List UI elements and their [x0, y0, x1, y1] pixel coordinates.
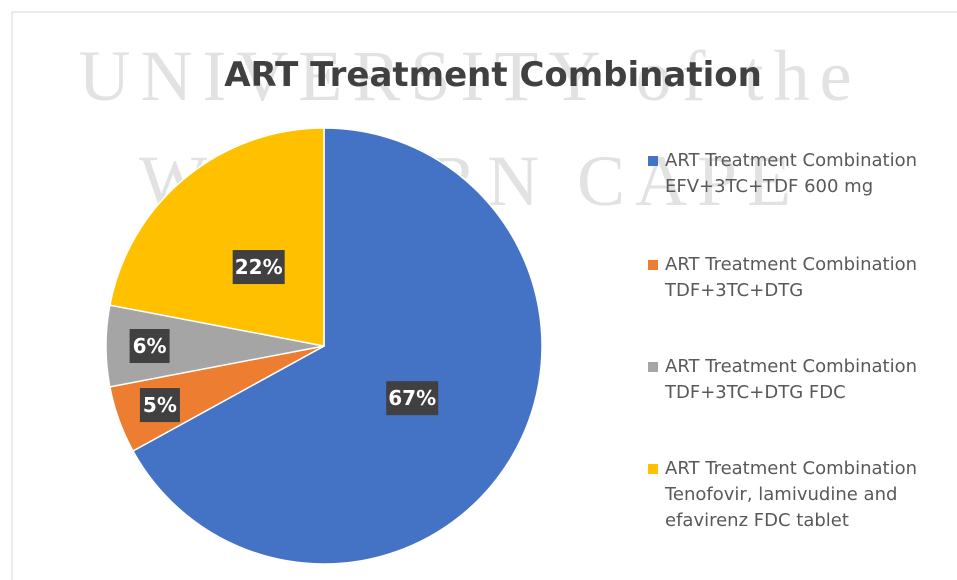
legend-swatch [648, 156, 658, 166]
data-label-box [139, 388, 180, 423]
data-label-box [386, 381, 439, 416]
data-label-box [232, 250, 285, 285]
pie: 67% 5% 6% 22% [105, 127, 543, 565]
data-label: 67% [388, 386, 436, 410]
legend-swatch [648, 464, 658, 474]
legend-label: ART Treatment Combination EFV+3TC+TDF 60… [665, 150, 917, 197]
legend-label: ART Treatment Combination Tenofovir, lam… [665, 458, 917, 531]
pie-slice [108, 127, 325, 347]
legend-swatch [648, 260, 658, 270]
pie-slice [131, 127, 543, 565]
legend-label: ART Treatment Combination TDF+3TC+DTG [665, 254, 917, 301]
legend-swatch [648, 362, 658, 372]
legend-item: ART Treatment Combination TDF+3TC+DTG [648, 252, 948, 304]
legend-item: ART Treatment Combination EFV+3TC+TDF 60… [648, 148, 948, 200]
data-label: 5% [143, 393, 177, 417]
watermark: UNIVERSITY of the [78, 36, 861, 116]
legend-item: ART Treatment Combination TDF+3TC+DTG FD… [648, 354, 948, 406]
chart-title: ART Treatment Combination [224, 55, 762, 95]
data-label-box [129, 329, 170, 363]
data-label: 22% [235, 255, 283, 279]
legend-label: ART Treatment Combination TDF+3TC+DTG FD… [665, 356, 917, 403]
data-label: 6% [133, 334, 167, 358]
legend-item: ART Treatment Combination Tenofovir, lam… [648, 456, 948, 534]
